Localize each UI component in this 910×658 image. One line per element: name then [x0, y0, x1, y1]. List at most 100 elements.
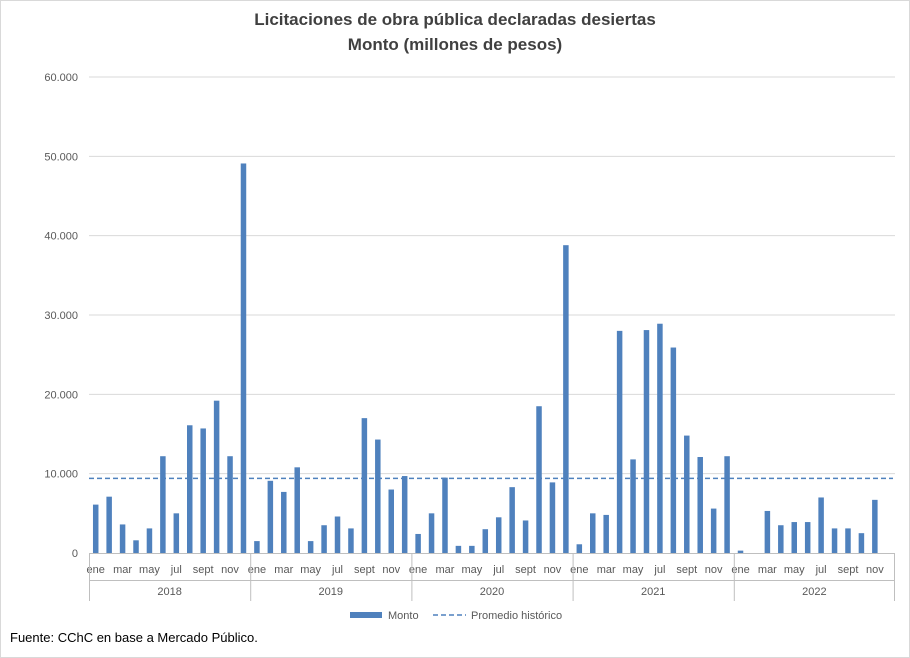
bar — [267, 480, 274, 553]
bar — [643, 330, 650, 553]
x-month-label: jul — [331, 564, 343, 576]
bar — [764, 510, 771, 553]
bar — [133, 540, 139, 553]
x-month-label: ene — [248, 564, 266, 576]
bar — [778, 525, 784, 553]
bar — [401, 476, 408, 553]
x-month-label: nov — [221, 564, 239, 576]
bar — [576, 544, 583, 553]
legend-label-promedio: Promedio histórico — [471, 610, 562, 622]
y-tick-label: 40.000 — [44, 231, 78, 243]
bar — [469, 545, 475, 553]
bar — [375, 439, 381, 553]
x-month-label: may — [784, 564, 805, 576]
bar — [334, 516, 341, 553]
x-year-label: 2021 — [641, 586, 665, 598]
bar — [657, 323, 663, 553]
source-note: Fuente: CChC en base a Mercado Público. — [10, 630, 258, 645]
y-tick-label: 30.000 — [44, 310, 78, 322]
bar — [697, 457, 703, 553]
x-year-label: 2019 — [319, 586, 343, 598]
x-month-label: sept — [676, 564, 697, 576]
bar — [348, 528, 354, 553]
bar — [294, 467, 300, 553]
x-month-label: nov — [866, 564, 884, 576]
bar — [281, 491, 287, 553]
x-month-label: sept — [838, 564, 859, 576]
x-month-label: may — [623, 564, 644, 576]
chart-subtitle: Monto (millones de pesos) — [347, 35, 563, 54]
x-month-label: may — [139, 564, 160, 576]
x-month-label: may — [300, 564, 321, 576]
bar — [563, 245, 569, 554]
legend-swatch-monto — [350, 612, 382, 618]
bar — [106, 496, 112, 553]
bar — [522, 520, 529, 553]
bar — [227, 456, 233, 553]
bar — [616, 330, 623, 553]
x-year-label: 2020 — [480, 586, 504, 598]
bar — [670, 347, 677, 553]
bar — [536, 406, 542, 553]
bar — [684, 435, 690, 553]
x-month-label: mar — [113, 564, 132, 576]
x-month-label: jul — [653, 564, 665, 576]
bar — [482, 529, 489, 553]
bar — [92, 504, 99, 553]
x-month-label: jul — [170, 564, 182, 576]
chart-title: Licitaciones de obra pública declaradas … — [254, 10, 656, 29]
bar — [495, 517, 502, 553]
bar — [415, 533, 421, 553]
y-tick-label: 0 — [72, 548, 78, 560]
bar — [603, 514, 609, 553]
x-month-label: ene — [409, 564, 427, 576]
legend-label-monto: Monto — [388, 610, 419, 622]
bar — [321, 525, 327, 553]
x-month-label: sept — [193, 564, 214, 576]
bar — [428, 513, 435, 553]
x-year-label: 2018 — [157, 586, 181, 598]
bar — [240, 163, 247, 553]
bar — [146, 528, 153, 553]
bar — [737, 550, 744, 553]
bar — [160, 456, 166, 553]
x-month-label: jul — [815, 564, 827, 576]
bar — [791, 522, 797, 553]
bar — [549, 482, 556, 553]
bar — [872, 499, 878, 553]
bar — [858, 533, 865, 553]
bar — [710, 508, 717, 553]
x-month-label: nov — [544, 564, 562, 576]
bar — [509, 487, 515, 553]
bar — [173, 513, 180, 553]
x-year-label: 2022 — [802, 586, 826, 598]
bar — [119, 524, 126, 553]
bar — [213, 400, 220, 553]
bar — [590, 513, 596, 553]
x-month-label: jul — [492, 564, 504, 576]
x-month-label: nov — [382, 564, 400, 576]
bar — [845, 528, 851, 553]
y-tick-label: 10.000 — [44, 469, 78, 481]
x-month-label: may — [461, 564, 482, 576]
x-month-label: sept — [515, 564, 536, 576]
bar — [831, 528, 838, 553]
bar — [361, 418, 368, 553]
x-month-label: sept — [354, 564, 375, 576]
x-month-label: ene — [731, 564, 749, 576]
y-tick-label: 60.000 — [44, 72, 78, 84]
bar — [630, 459, 636, 553]
x-month-label: ene — [570, 564, 588, 576]
bar — [442, 477, 448, 553]
y-tick-label: 20.000 — [44, 389, 78, 401]
bar — [388, 489, 394, 553]
x-month-label: mar — [597, 564, 616, 576]
x-month-label: mar — [274, 564, 293, 576]
bar — [307, 541, 314, 553]
x-month-label: mar — [436, 564, 455, 576]
x-month-label: nov — [705, 564, 723, 576]
y-tick-label: 50.000 — [44, 151, 78, 163]
x-month-label: mar — [758, 564, 777, 576]
bar — [254, 541, 260, 553]
